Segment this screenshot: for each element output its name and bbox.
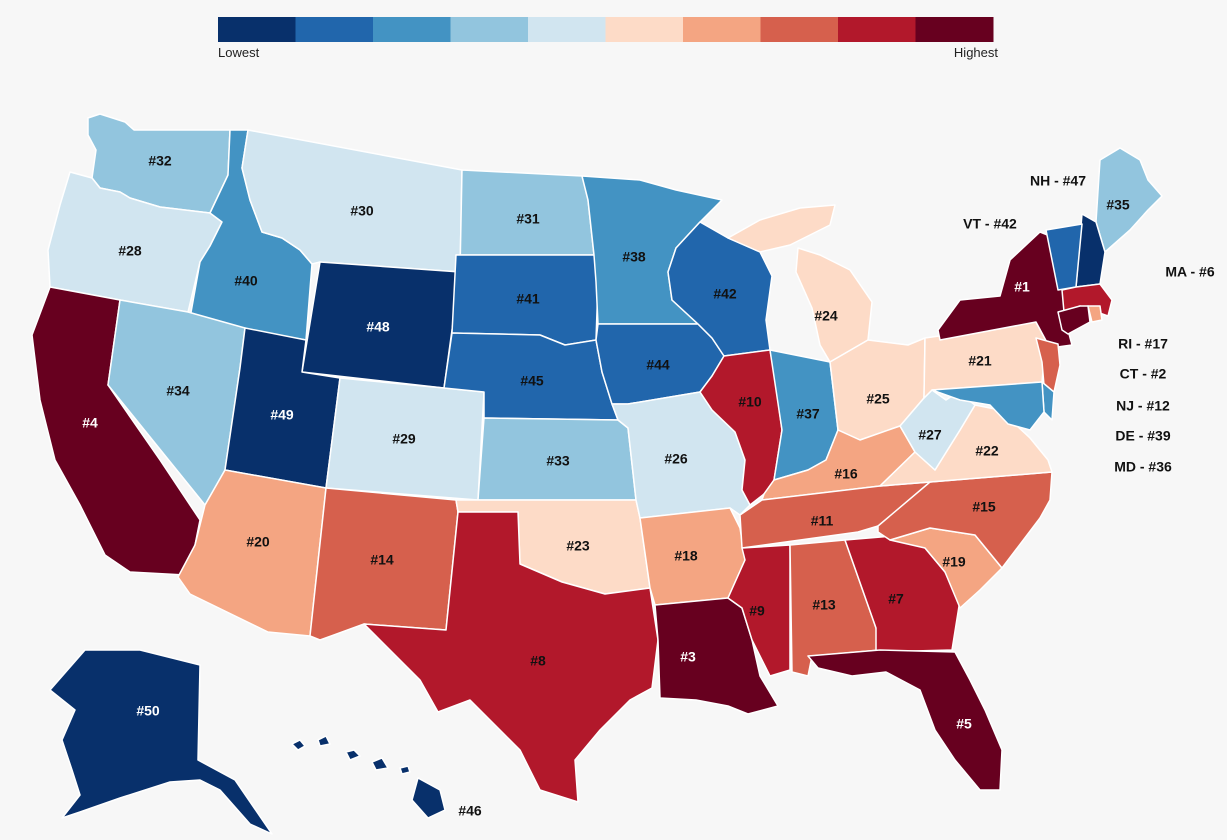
rank-label-sc: #19 — [942, 554, 966, 570]
legend-swatch-9 — [838, 17, 916, 42]
legend-swatch-7 — [683, 17, 761, 42]
side-label-nh: NH - #47 — [1030, 173, 1086, 189]
side-label-vt: VT - #42 — [963, 216, 1017, 232]
rank-label-ga: #7 — [888, 591, 904, 607]
legend-high-label: Highest — [954, 45, 998, 60]
rank-label-ut: #49 — [270, 407, 294, 423]
rank-label-tx: #8 — [530, 653, 546, 669]
side-label-ct: CT - #2 — [1120, 366, 1167, 382]
rank-label-mt: #30 — [350, 203, 374, 219]
color-legend — [218, 17, 994, 42]
rank-label-va: #22 — [975, 443, 999, 459]
state-ct[interactable] — [1057, 305, 1091, 335]
rank-label-al: #13 — [812, 597, 836, 613]
rank-label-mi: #24 — [814, 308, 838, 324]
rank-label-wy: #48 — [366, 319, 390, 335]
side-label-nj: NJ - #12 — [1116, 398, 1170, 414]
legend-low-label: Lowest — [218, 45, 260, 60]
rank-label-tn: #11 — [811, 513, 834, 529]
rank-label-in: #37 — [796, 406, 820, 422]
rank-label-co: #29 — [392, 431, 416, 447]
legend-swatch-6 — [605, 17, 684, 42]
state-hi[interactable] — [291, 735, 446, 819]
rank-label-pa: #21 — [968, 353, 992, 369]
rank-label-nd: #31 — [516, 211, 540, 227]
state-tx[interactable] — [363, 511, 659, 803]
legend-swatch-8 — [760, 17, 839, 42]
rank-label-oh: #25 — [866, 391, 890, 407]
rank-label-ne: #45 — [520, 373, 544, 389]
legend-swatch-10 — [915, 17, 994, 42]
rank-label-ms: #9 — [749, 603, 765, 619]
rank-label-mn: #38 — [622, 249, 646, 265]
rank-label-sd: #41 — [516, 291, 540, 307]
rank-label-az: #20 — [246, 534, 270, 550]
rank-label-ny: #1 — [1014, 279, 1030, 295]
legend-swatch-5 — [528, 17, 606, 42]
legend-swatch-3 — [373, 17, 451, 42]
state-ca[interactable] — [31, 286, 201, 576]
legend-swatch-2 — [295, 17, 374, 42]
rank-label-nv: #34 — [166, 383, 190, 399]
rank-label-ks: #33 — [546, 453, 570, 469]
small-state-labels: NH - #47 VT - #42 MA - #6 RI - #17 CT - #2 NJ… — [963, 173, 1215, 475]
rank-label-id: #40 — [234, 273, 258, 289]
rank-label-hi: #46 — [458, 803, 482, 819]
state-md[interactable] — [931, 381, 1045, 431]
rank-labels-layer: #50 #46 #32 #28 #4 #40 #34 #30 #48 #49 #20 #29 #14 #3… — [82, 153, 1130, 819]
side-label-ri: RI - #17 — [1118, 336, 1168, 352]
states-layer — [31, 113, 1163, 835]
state-co[interactable] — [325, 377, 485, 501]
rank-label-mo: #26 — [664, 451, 688, 467]
rank-label-ak: #50 — [136, 703, 160, 719]
legend-swatch-4 — [450, 17, 529, 42]
rank-label-ar: #18 — [674, 548, 698, 564]
rank-label-la: #3 — [680, 649, 696, 665]
side-label-de: DE - #39 — [1115, 428, 1170, 444]
rank-label-ok: #23 — [566, 538, 590, 554]
rank-label-il: #10 — [738, 394, 762, 410]
rank-label-nc: #15 — [972, 499, 996, 515]
rank-label-ia: #44 — [646, 357, 670, 373]
rank-label-wv: #27 — [918, 427, 942, 443]
side-label-ma: MA - #6 — [1165, 264, 1214, 280]
state-ri[interactable] — [1087, 305, 1103, 323]
side-label-md: MD - #36 — [1114, 459, 1172, 475]
legend-swatch-1 — [218, 17, 296, 42]
state-fl[interactable] — [807, 649, 1003, 791]
rank-label-ky: #16 — [834, 466, 858, 482]
rank-label-fl: #5 — [956, 716, 972, 732]
rank-label-nm: #14 — [370, 552, 394, 568]
state-ms[interactable] — [727, 544, 791, 677]
rank-label-wa: #32 — [148, 153, 172, 169]
rank-label-me: #35 — [1106, 197, 1130, 213]
rank-label-ca: #4 — [82, 415, 98, 431]
state-ak[interactable] — [49, 649, 273, 835]
rank-label-wi: #42 — [713, 286, 737, 302]
rank-label-or: #28 — [118, 243, 142, 259]
